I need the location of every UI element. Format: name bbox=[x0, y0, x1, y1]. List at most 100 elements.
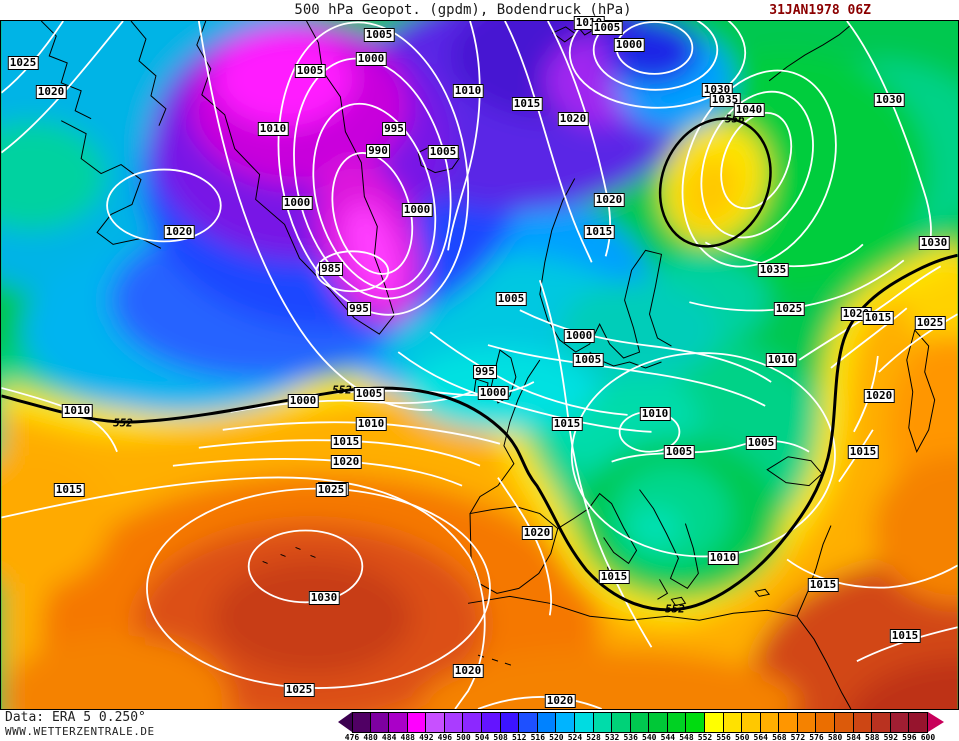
colorbar-tick: 476 bbox=[344, 733, 360, 741]
pressure-label: 1005 bbox=[663, 445, 695, 459]
colorbar-segment bbox=[723, 712, 743, 733]
colorbar-segment bbox=[704, 712, 724, 733]
colorbar-tick: 540 bbox=[642, 733, 657, 741]
colorbar-segment bbox=[482, 712, 501, 733]
colorbar-left-arrow bbox=[338, 712, 352, 732]
pressure-label: 1015 bbox=[862, 311, 894, 325]
pressure-label: 1005 bbox=[591, 21, 623, 35]
colorbar-segment bbox=[667, 712, 687, 733]
pressure-label: 1015 bbox=[847, 445, 879, 459]
colorbar-segment bbox=[593, 712, 613, 733]
pressure-label: 1005 bbox=[745, 436, 777, 450]
colorbar-segment bbox=[352, 712, 371, 733]
colorbar-tick: 580 bbox=[827, 733, 843, 741]
pressure-label: 1005 bbox=[353, 387, 385, 401]
colorbar-segment bbox=[407, 712, 427, 733]
colorbar-tick: 536 bbox=[623, 733, 638, 741]
colorbar-tick: 484 bbox=[381, 733, 397, 741]
colorbar-segment bbox=[444, 712, 464, 733]
colorbar-tick: 576 bbox=[809, 733, 824, 741]
pressure-label: 1010 bbox=[765, 353, 797, 367]
pressure-label: 1025 bbox=[315, 483, 347, 497]
colorbar-tick: 568 bbox=[772, 733, 787, 741]
colorbar-tick: 516 bbox=[530, 733, 546, 741]
pressure-contours bbox=[1, 21, 958, 709]
pressure-label: 1010 bbox=[257, 122, 289, 136]
geopotential-label: 552 bbox=[332, 383, 352, 397]
pressure-label: 1000 bbox=[287, 394, 319, 408]
colorbar-segment bbox=[779, 712, 798, 733]
colorbar-tick: 600 bbox=[920, 733, 936, 741]
pressure-label: 1015 bbox=[511, 97, 543, 111]
pressure-label: 1035 bbox=[757, 263, 789, 277]
colorbar-tick: 480 bbox=[363, 733, 378, 741]
geopotential-label: 556 bbox=[725, 112, 745, 126]
colorbar-tick: 544 bbox=[660, 733, 676, 741]
website-label: WWW.WETTERZENTRALE.DE bbox=[5, 725, 155, 738]
pressure-label: 1035 bbox=[709, 93, 741, 107]
pressure-label: 1010 bbox=[452, 84, 484, 98]
colorbar-segment bbox=[500, 712, 520, 733]
pressure-label: 1005 bbox=[427, 145, 459, 159]
data-source: Data: ERA 5 0.250° bbox=[5, 710, 146, 725]
pressure-label: 1000 bbox=[613, 38, 645, 52]
pressure-label: 1020 bbox=[863, 389, 895, 403]
pressure-label: 1020 bbox=[330, 455, 362, 469]
colorbar-tick: 556 bbox=[716, 733, 731, 741]
pressure-label: 1015 bbox=[53, 483, 85, 497]
colorbar-tick: 512 bbox=[511, 733, 527, 741]
colorbar-tick: 496 bbox=[437, 733, 453, 741]
colorbar-segment bbox=[426, 712, 445, 733]
colorbar-tick: 548 bbox=[679, 733, 694, 741]
pressure-label: 1005 bbox=[572, 353, 604, 367]
pressure-label: 1025 bbox=[773, 302, 805, 316]
pressure-label: 1025 bbox=[914, 316, 946, 330]
colorbar-tick: 552 bbox=[697, 733, 713, 741]
pressure-label: 1015 bbox=[807, 578, 839, 592]
colorbar-segment bbox=[742, 712, 761, 733]
pressure-label: 1015 bbox=[889, 629, 921, 643]
colorbar-tick: 520 bbox=[549, 733, 564, 741]
weather-map: 1025 1020 1020 1005 1010 1000 1005 1000 995 990 10… bbox=[0, 16, 959, 710]
pressure-label: 1020 bbox=[521, 526, 553, 540]
colorbar-segment bbox=[612, 712, 631, 733]
pressure-label: 1040 bbox=[733, 103, 765, 117]
map-canvas bbox=[1, 21, 958, 709]
pressure-label: 1010 bbox=[61, 404, 93, 418]
colorbar-segment bbox=[519, 712, 538, 733]
colorbar-segment bbox=[556, 712, 575, 733]
colorbar-segment bbox=[574, 712, 594, 733]
chart-title: 500 hPa Geopot. (gpdm), Bodendruck (hPa) bbox=[294, 2, 632, 18]
colorbar-segment bbox=[370, 712, 390, 733]
pressure-label: 995 bbox=[473, 365, 497, 379]
pressure-label: 1005 bbox=[495, 292, 527, 306]
colorbar-segment bbox=[835, 712, 854, 733]
pressure-label: 990 bbox=[366, 144, 390, 158]
colorbar-tick: 572 bbox=[790, 733, 806, 741]
colorbar-tick: 596 bbox=[902, 733, 917, 741]
colorbar-segment bbox=[630, 712, 650, 733]
colorbar-tick: 508 bbox=[493, 733, 508, 741]
pressure-label: 1025 bbox=[283, 683, 315, 697]
colorbar-tick: 588 bbox=[865, 733, 880, 741]
pressure-label: 1005 bbox=[294, 64, 326, 78]
colorbar-segment bbox=[853, 712, 873, 733]
colorbar-tick: 560 bbox=[734, 733, 750, 741]
pressure-label: 1020 bbox=[452, 664, 484, 678]
colorbar-segment bbox=[872, 712, 891, 733]
pressure-label: 985 bbox=[319, 262, 343, 276]
pressure-label: 1000 bbox=[477, 386, 509, 400]
pressure-label: 1005 bbox=[363, 28, 395, 42]
colorbar-tick: 528 bbox=[586, 733, 601, 741]
pressure-label: 1000 bbox=[281, 196, 313, 210]
colorbar-segment bbox=[686, 712, 705, 733]
colorbar-tick: 532 bbox=[604, 733, 620, 741]
geopotential-label: 552 bbox=[665, 602, 685, 616]
pressure-label: 1025 bbox=[7, 56, 39, 70]
colorbar-tick: 500 bbox=[456, 733, 471, 741]
pressure-label: 1000 bbox=[401, 203, 433, 217]
colorbar-segment bbox=[389, 712, 408, 733]
colorbar-segment bbox=[909, 712, 928, 733]
colorbar-right-arrow bbox=[927, 712, 944, 732]
